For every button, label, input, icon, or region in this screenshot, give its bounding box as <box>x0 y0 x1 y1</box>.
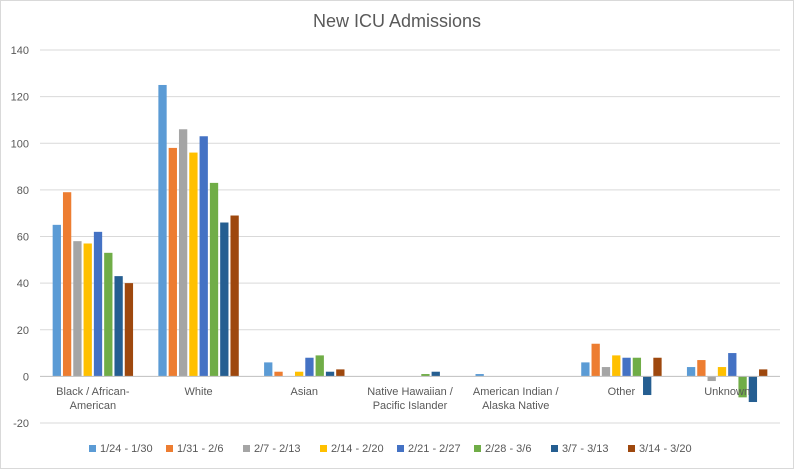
bar <box>632 357 642 377</box>
chart-title: New ICU Admissions <box>313 11 481 31</box>
y-tick-label: 0 <box>23 371 29 383</box>
bar <box>124 283 134 377</box>
bar <box>305 357 314 377</box>
legend-label: 2/28 - 3/6 <box>485 443 531 455</box>
bar <box>622 357 631 377</box>
legend-label: 1/31 - 2/6 <box>177 443 223 455</box>
gridlines <box>40 49 780 424</box>
category-label: Pacific Islander <box>373 400 448 412</box>
category-label: Native Hawaiian / <box>367 386 454 398</box>
bar <box>209 182 219 377</box>
bar <box>230 215 239 377</box>
bar <box>83 243 92 377</box>
bar <box>158 84 167 377</box>
bar <box>114 276 123 377</box>
bar <box>653 357 662 377</box>
category-label: Unknown <box>704 386 750 398</box>
category-label: American Indian / <box>473 386 560 398</box>
bar <box>697 360 706 377</box>
legend-label: 2/7 - 2/13 <box>254 443 300 455</box>
y-tick-label: 120 <box>11 92 29 104</box>
bar <box>728 353 737 377</box>
bar <box>220 222 229 377</box>
y-axis-ticks: -20 0 20 40 60 80 100 120 140 <box>11 45 29 430</box>
legend: 1/24 - 1/30 1/31 - 2/6 2/7 - 2/13 2/14 - 2/… <box>89 443 692 455</box>
bar <box>707 376 716 382</box>
y-tick-label: 140 <box>11 45 29 57</box>
legend-swatch <box>243 445 250 452</box>
bar <box>686 367 696 377</box>
bar <box>264 362 273 377</box>
bar <box>294 371 304 377</box>
bar <box>717 367 727 377</box>
bar <box>189 152 198 377</box>
bar <box>93 231 103 377</box>
bar <box>315 355 324 377</box>
legend-swatch <box>397 445 404 452</box>
bar <box>62 192 72 377</box>
bar <box>431 371 440 377</box>
bar <box>168 147 177 377</box>
category-label: Asian <box>291 386 319 398</box>
bar <box>643 376 652 396</box>
bar <box>336 369 345 377</box>
y-tick-label: 20 <box>17 325 29 337</box>
bar <box>52 224 61 377</box>
bar <box>748 376 758 403</box>
category-label: Other <box>608 386 636 398</box>
bar <box>591 343 600 377</box>
bar <box>601 367 611 377</box>
legend-label: 1/24 - 1/30 <box>100 443 153 455</box>
bar <box>199 136 208 377</box>
y-tick-label: 100 <box>11 138 29 150</box>
category-label: White <box>185 386 213 398</box>
bar <box>421 374 430 377</box>
bar <box>73 241 82 377</box>
y-tick-label: 60 <box>17 232 29 244</box>
legend-label: 2/21 - 2/27 <box>408 443 461 455</box>
legend-swatch <box>89 445 96 452</box>
bar <box>325 371 335 377</box>
bar <box>581 362 590 377</box>
bar <box>759 369 768 377</box>
category-label: American <box>70 400 116 412</box>
y-tick-label: 40 <box>17 278 29 290</box>
bar <box>178 129 188 377</box>
bar <box>475 374 484 377</box>
legend-label: 2/14 - 2/20 <box>331 443 384 455</box>
y-tick-label: 80 <box>17 185 29 197</box>
legend-swatch <box>474 445 481 452</box>
category-label: Alaska Native <box>482 400 549 412</box>
legend-swatch <box>628 445 635 452</box>
bar <box>612 355 621 377</box>
bar <box>738 376 747 398</box>
legend-swatch <box>320 445 327 452</box>
bar <box>274 371 283 377</box>
legend-swatch <box>551 445 558 452</box>
bars <box>52 84 768 403</box>
legend-label: 3/7 - 3/13 <box>562 443 608 455</box>
legend-swatch <box>166 445 173 452</box>
legend-label: 3/14 - 3/20 <box>639 443 692 455</box>
y-tick-label: -20 <box>13 418 29 430</box>
category-labels: Black / African- American White Asian Native… <box>56 386 750 412</box>
category-label: Black / African- <box>56 386 130 398</box>
bar <box>104 252 113 377</box>
